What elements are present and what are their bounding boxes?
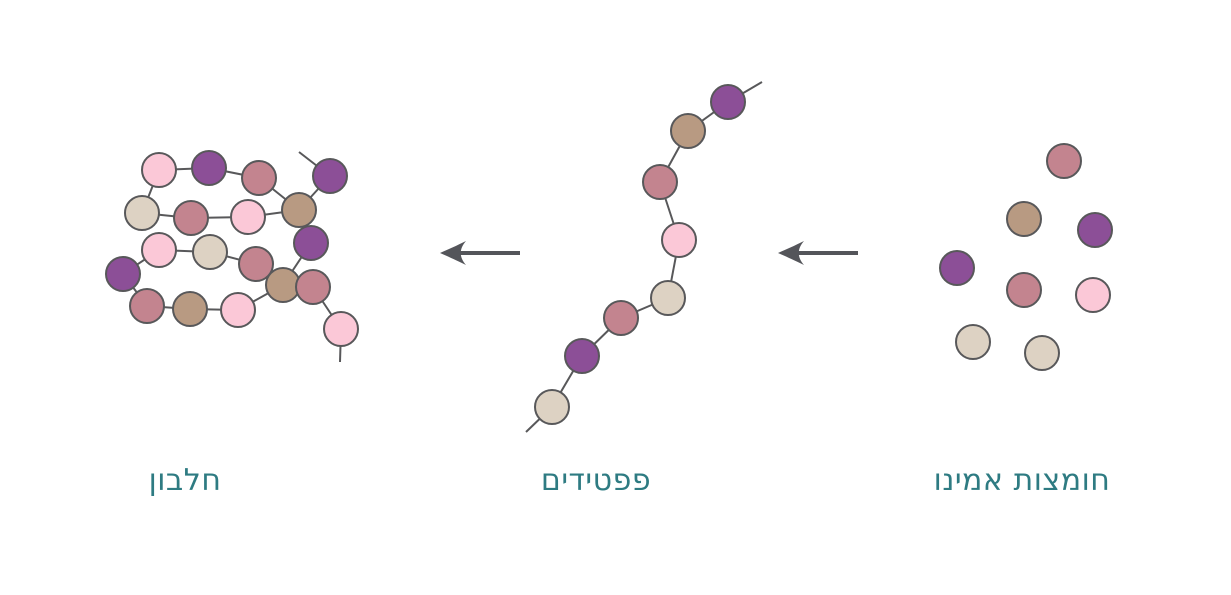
protein-node-purple bbox=[293, 225, 329, 261]
peptide-chain-node-tan bbox=[670, 113, 706, 149]
amino-acids-label: חומצות אמינו bbox=[933, 463, 1111, 498]
amino-acids-node-tan bbox=[1006, 201, 1042, 237]
protein-node-tan bbox=[265, 267, 301, 303]
amino-acids-node-beige bbox=[955, 324, 991, 360]
peptide-chain-node-pink bbox=[661, 222, 697, 258]
protein-node-tan bbox=[172, 291, 208, 327]
arrow-peptides-to-protein bbox=[440, 241, 520, 265]
protein-node-pink bbox=[323, 311, 359, 347]
arrow-head-icon bbox=[440, 241, 466, 265]
protein-node-pink bbox=[141, 152, 177, 188]
protein-node-rose bbox=[173, 200, 209, 236]
peptide-chain-node-beige bbox=[650, 280, 686, 316]
amino-acids-node-purple bbox=[939, 250, 975, 286]
protein-node-beige bbox=[192, 234, 228, 270]
peptide-chain-node-purple bbox=[564, 338, 600, 374]
amino-acids-node-rose bbox=[1046, 143, 1082, 179]
protein-node-rose bbox=[295, 269, 331, 305]
peptide-chain-node-rose bbox=[642, 164, 678, 200]
amino-acids-node-beige bbox=[1024, 335, 1060, 371]
arrow-amino-to-peptides bbox=[778, 241, 858, 265]
protein-label: חלבון bbox=[148, 463, 222, 498]
protein-node-tan bbox=[281, 192, 317, 228]
peptide-chain-group bbox=[525, 81, 763, 433]
protein-node-purple bbox=[191, 150, 227, 186]
amino-acids-node-purple bbox=[1077, 212, 1113, 248]
protein-node-pink bbox=[220, 292, 256, 328]
amino-acids-node-rose bbox=[1006, 272, 1042, 308]
protein-node-pink bbox=[141, 232, 177, 268]
protein-node-beige bbox=[124, 195, 160, 231]
protein-node-purple bbox=[312, 158, 348, 194]
amino-acids-group bbox=[939, 143, 1113, 371]
protein-group bbox=[105, 150, 359, 363]
peptide-chain-node-purple bbox=[710, 84, 746, 120]
protein-node-rose bbox=[129, 288, 165, 324]
amino-acids-node-pink bbox=[1075, 277, 1111, 313]
protein-node-rose bbox=[238, 246, 274, 282]
protein-node-purple bbox=[105, 256, 141, 292]
peptide-chain-node-beige bbox=[534, 389, 570, 425]
peptide-chain-node-rose bbox=[603, 300, 639, 336]
protein-node-rose bbox=[241, 160, 277, 196]
protein-node-pink bbox=[230, 199, 266, 235]
arrow-head-icon bbox=[778, 241, 804, 265]
peptides-label: פפטידים bbox=[540, 463, 652, 498]
